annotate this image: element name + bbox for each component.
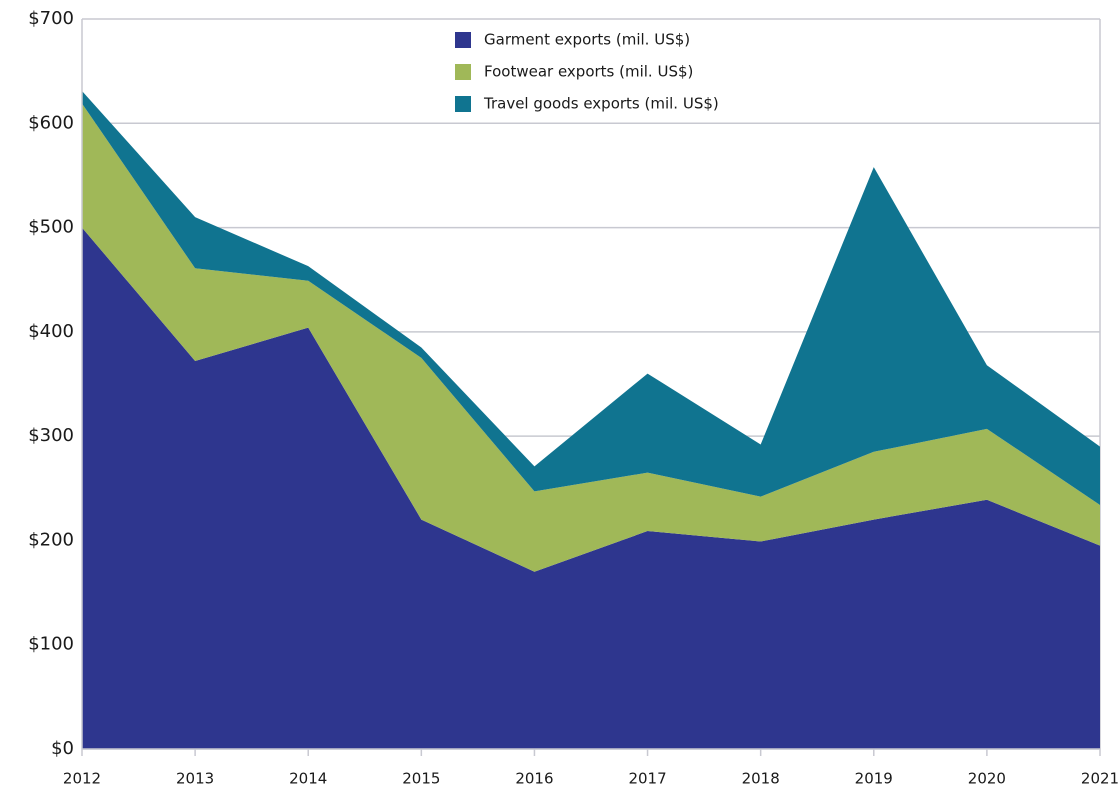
y-tick-label: $600 [28, 112, 74, 133]
area [82, 90, 1100, 505]
legend-label: Garment exports (mil. US$) [484, 31, 690, 49]
legend-swatch [455, 64, 471, 80]
y-tick-label: $400 [28, 321, 74, 342]
y-tick-label: $100 [28, 634, 74, 655]
x-tick-label: 2019 [855, 770, 893, 787]
x-tick-label: 2020 [968, 770, 1006, 787]
x-tick-label: 2015 [402, 770, 440, 787]
legend-label: Footwear exports (mil. US$) [484, 63, 693, 81]
y-tick-label: $0 [51, 738, 74, 759]
axes: $0 $100 $200 $300 $400 $500 $600 $700 2012 2013 20… [28, 8, 1119, 787]
x-tick-label: 2016 [515, 770, 553, 787]
legend-label: Travel goods exports (mil. US$) [483, 95, 719, 113]
legend: Garment exports (mil. US$) Footwear expor… [455, 31, 719, 113]
x-tick-label: 2014 [289, 770, 327, 787]
x-tick-label: 2021 [1081, 770, 1119, 787]
x-tick-label: 2013 [176, 770, 214, 787]
x-tick-label: 2012 [63, 770, 101, 787]
x-tick-label: 2018 [742, 770, 780, 787]
y-tick-label: $700 [28, 8, 74, 29]
areas [82, 90, 1100, 750]
area [82, 227, 1100, 750]
y-tick-label: $500 [28, 217, 74, 238]
x-tick-label: 2017 [628, 770, 666, 787]
legend-swatch [455, 32, 471, 48]
legend-swatch [455, 96, 471, 112]
y-tick-label: $200 [28, 529, 74, 550]
y-tick-label: $300 [28, 425, 74, 446]
